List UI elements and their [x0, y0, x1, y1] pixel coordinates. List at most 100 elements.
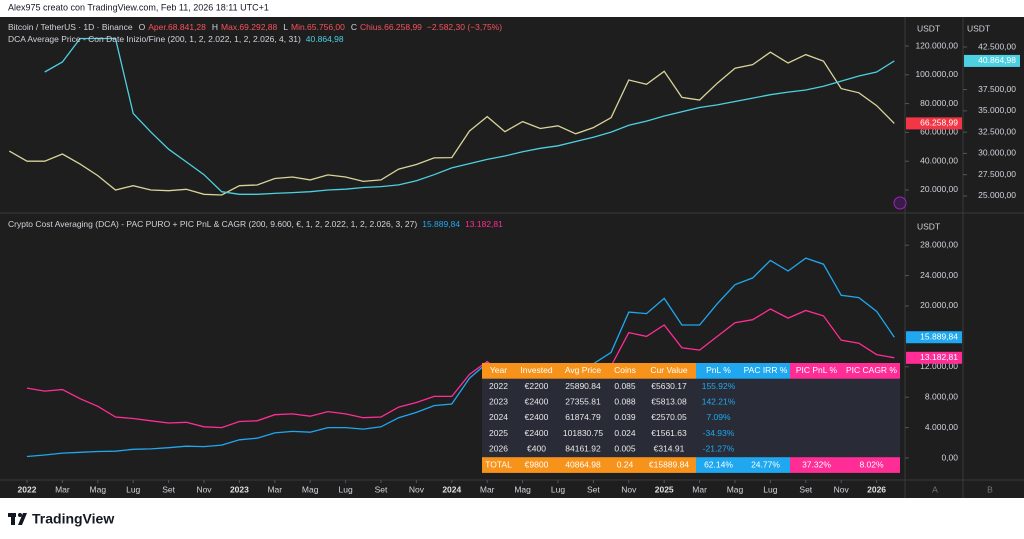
x-tick-label: Nov	[834, 484, 850, 494]
table-cell: 2023	[489, 397, 508, 407]
x-tick-label: 2022	[18, 484, 37, 494]
legend-line: DCA Average Price - Con Date Inizio/Fine…	[8, 34, 344, 44]
table-total-cell	[696, 457, 741, 473]
table-total-cell	[608, 457, 642, 473]
x-tick-label: Mag	[727, 484, 744, 494]
series-line	[26, 308, 895, 429]
table-cell: 0.088	[614, 397, 636, 407]
series-line	[26, 257, 895, 458]
x-tick-label: Lug	[126, 484, 140, 494]
table-cell: 7.09%	[706, 412, 731, 422]
table-cell: 0.024	[614, 428, 636, 438]
table-cell: €5630.17	[651, 381, 687, 391]
table-cell: €2400	[525, 397, 549, 407]
y-tick-label: 80.000,00	[920, 98, 958, 108]
x-tick-label: 2023	[230, 484, 249, 494]
alert-icon[interactable]	[893, 196, 907, 210]
scale-button[interactable]: A	[932, 484, 938, 494]
table-cell: 0.005	[614, 444, 636, 454]
table-cell: 61874.79	[565, 412, 601, 422]
table-total: 37.32%	[802, 459, 831, 469]
y-tick-label: 12.000,00	[920, 361, 958, 371]
table-total-cell	[741, 457, 790, 473]
legend-value: 13.182,81	[465, 219, 503, 229]
legend-series: DCA Average Price - Con Date Inizio/Fine…	[8, 34, 301, 44]
y-tick-label: 100.000,00	[915, 69, 958, 79]
table-cell: 0.039	[614, 412, 636, 422]
table-cell: 142.21%	[702, 397, 736, 407]
table-cell: 2022	[489, 381, 508, 391]
legend-value: Min.65.756,00	[291, 22, 345, 32]
table-header-cell	[515, 363, 558, 379]
last-value-box	[906, 331, 962, 344]
y2-tick-label: 32.500,00	[978, 126, 1016, 136]
table-cell: 0.085	[614, 381, 636, 391]
table-total: €15889.84	[649, 459, 689, 469]
legend-value: Max.69.292,88	[221, 22, 278, 32]
x-tick-label: Mag	[90, 484, 107, 494]
legend-key: H	[212, 22, 218, 32]
y-tick-label: 20.000,00	[920, 300, 958, 310]
table-total: 62.14%	[704, 459, 733, 469]
table-total: €9800	[525, 459, 549, 469]
legend-key: C	[351, 22, 357, 32]
x-tick-label: Set	[799, 484, 812, 494]
x-tick-label: 2026	[867, 484, 886, 494]
legend-change: −2.582,30 (−3,75%)	[427, 22, 502, 32]
table-header-cell	[608, 363, 642, 379]
y-tick-label: 0,00	[941, 452, 958, 462]
table-cell: 84161.92	[565, 444, 601, 454]
x-tick-label: Nov	[621, 484, 637, 494]
table-cell: €5813.08	[651, 397, 687, 407]
last-value-label: 66.258,99	[920, 118, 958, 128]
table-cell: 25890.84	[565, 381, 601, 391]
x-tick-label: 2025	[655, 484, 674, 494]
y-tick-label: 24.000,00	[920, 270, 958, 280]
table-header-cell	[790, 363, 843, 379]
x-tick-label: Nov	[196, 484, 212, 494]
legend-title: Crypto Cost Averaging (DCA) - PAC PURO +…	[8, 219, 417, 229]
table-total-cell	[790, 457, 843, 473]
table-cell: €1561.63	[651, 428, 687, 438]
x-tick-label: Lug	[551, 484, 565, 494]
table-total: TOTAL	[485, 459, 512, 469]
table-total-cell	[515, 457, 558, 473]
last-value-label: 40.864,98	[978, 55, 1016, 65]
table-total: 40864.98	[565, 459, 601, 469]
legend-line: Bitcoin / TetherUS · 1D · Binance O Aper.6…	[8, 22, 502, 32]
last-value-label: 15.889,84	[920, 331, 958, 341]
brand-logo	[8, 513, 27, 525]
axis-unit: USDT	[917, 23, 940, 33]
y-tick-label: 20.000,00	[920, 184, 958, 194]
table-cell: -21.27%	[703, 444, 735, 454]
x-tick-label: Lug	[763, 484, 777, 494]
table-header: Cur Value	[650, 365, 687, 375]
legend-value: 15.889,84	[422, 219, 460, 229]
table-header-cell	[843, 363, 900, 379]
table-header: Year	[490, 365, 507, 375]
y2-tick-label: 25.000,00	[978, 190, 1016, 200]
y-tick-label: 60.000,00	[920, 127, 958, 137]
y2-tick-label: 30.000,00	[978, 148, 1016, 158]
scale-button[interactable]: B	[987, 484, 993, 494]
y-tick-label: 8.000,00	[925, 391, 958, 401]
table-total-cell	[843, 457, 900, 473]
table-cell: €314.91	[654, 444, 685, 454]
table-cell: €400	[527, 444, 546, 454]
table-header-cell	[558, 363, 608, 379]
table-header: Coins	[614, 365, 636, 375]
last-value-box	[906, 117, 962, 130]
x-tick-label: Mag	[514, 484, 531, 494]
table-header: PAC IRR %	[744, 365, 788, 375]
table-cell: €2570.05	[651, 412, 687, 422]
y-tick-label: 120.000,00	[915, 40, 958, 50]
table-cell: 2024	[489, 412, 508, 422]
table-header: PnL %	[706, 365, 731, 375]
table-cell: €2200	[525, 381, 549, 391]
table-cell: 155.92%	[702, 381, 736, 391]
legend-value: Chius.66.258,99	[360, 22, 422, 32]
caption: Alex975 creato con TradingView.com, Feb …	[8, 2, 269, 12]
table-total-cell	[642, 457, 696, 473]
x-tick-label: Mar	[55, 484, 70, 494]
